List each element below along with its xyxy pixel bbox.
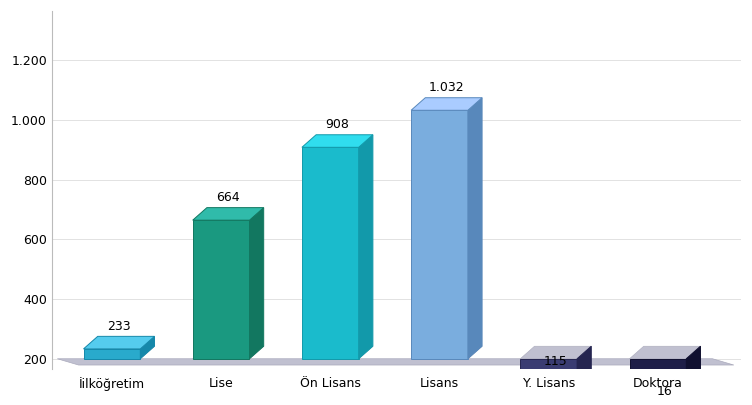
Polygon shape <box>577 346 591 384</box>
Polygon shape <box>302 147 359 359</box>
Polygon shape <box>193 220 250 359</box>
Polygon shape <box>687 346 700 405</box>
Polygon shape <box>629 346 700 359</box>
Text: 664: 664 <box>217 191 240 204</box>
Text: 16: 16 <box>657 385 673 398</box>
Polygon shape <box>359 135 373 359</box>
Polygon shape <box>411 346 482 359</box>
Polygon shape <box>250 208 264 359</box>
Polygon shape <box>83 346 154 359</box>
Polygon shape <box>83 336 154 349</box>
Polygon shape <box>629 401 700 405</box>
Polygon shape <box>302 346 373 359</box>
Text: 908: 908 <box>326 118 350 131</box>
Polygon shape <box>57 359 734 365</box>
Polygon shape <box>468 98 482 359</box>
Polygon shape <box>193 208 264 220</box>
Polygon shape <box>520 359 577 384</box>
Polygon shape <box>193 346 264 359</box>
Polygon shape <box>83 349 141 359</box>
Polygon shape <box>520 346 591 359</box>
Polygon shape <box>411 98 482 110</box>
Polygon shape <box>141 336 154 359</box>
Polygon shape <box>302 135 373 147</box>
Polygon shape <box>629 359 687 405</box>
Polygon shape <box>411 110 468 359</box>
Text: 1.032: 1.032 <box>429 81 465 94</box>
Text: 115: 115 <box>544 355 568 368</box>
Text: 233: 233 <box>108 320 131 333</box>
Polygon shape <box>520 372 591 384</box>
